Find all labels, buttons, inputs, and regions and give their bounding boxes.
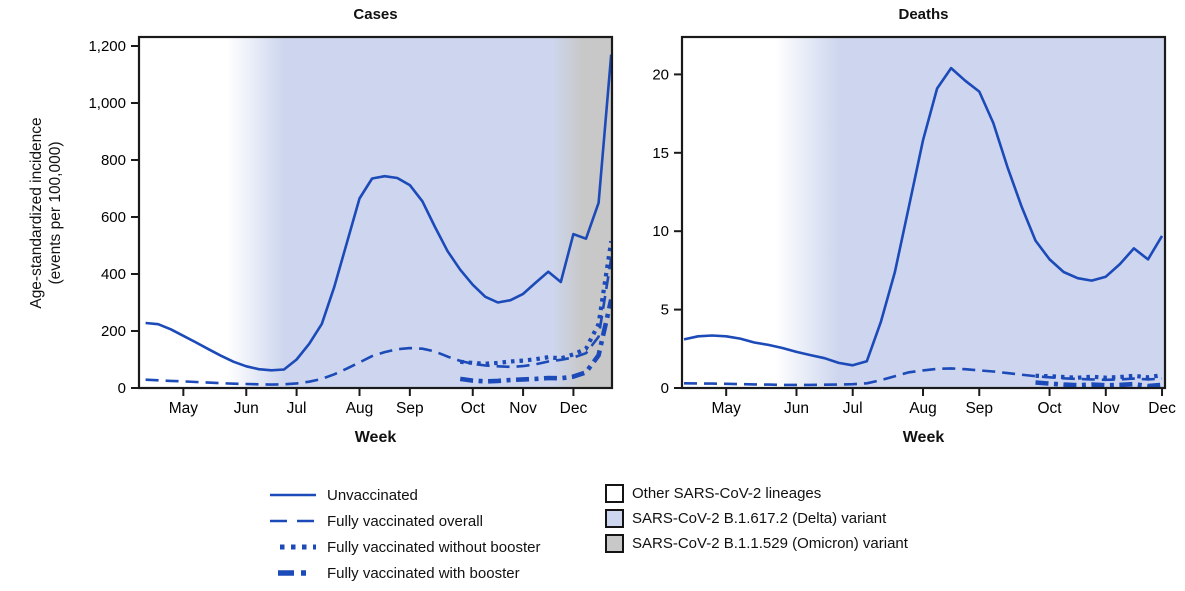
deaths-panel-title: Deaths: [898, 6, 949, 23]
cases-variant-shading: [139, 37, 612, 388]
cases-x-tick-label: Oct: [461, 400, 486, 417]
deaths-series-solid: [683, 66, 1164, 367]
cases-panel: 0 200 400 600 800 1,000 1,200 May Jun Jul Aug Sep Oc…: [88, 35, 614, 417]
legend-item-delta-variant: SARS-CoV-2 B.1.617.2 (Delta) variant: [605, 506, 908, 531]
cases-x-tick-label: Aug: [346, 400, 374, 417]
deaths-panel: 0 5 10 15 20 May Jun Jul Aug Sep Oct Nov Dec: [652, 35, 1176, 417]
cases-plot-frame: [137, 35, 614, 390]
cases-x-tick-label: Nov: [509, 400, 537, 417]
legend-item-unvaccinated: Unvaccinated: [266, 482, 540, 508]
deaths-series-dashed: [683, 367, 1163, 387]
deaths-y-tick-label: 20: [652, 66, 669, 83]
cases-y-tick-label: 400: [101, 266, 126, 283]
legend-item-label: SARS-CoV-2 B.1.1.529 (Omicron) variant: [632, 535, 908, 552]
cases-panel-title: Cases: [353, 6, 398, 23]
deaths-x-tick-label: Dec: [1148, 400, 1176, 417]
deaths-variant-shading: [682, 37, 1165, 388]
deaths-series-dashdot: [1035, 380, 1163, 388]
deaths-x-tick-label: Jul: [843, 400, 863, 417]
legend-item-omicron-variant: SARS-CoV-2 B.1.1.529 (Omicron) variant: [605, 531, 908, 556]
deaths-x-tick-label: Jun: [784, 400, 809, 417]
legend-item-fully-vaccinated-with-booster: Fully vaccinated with booster: [266, 560, 540, 586]
deaths-y-tick-label: 10: [652, 223, 669, 240]
cases-y-tick-label: 1,000: [88, 95, 126, 112]
legend-item-other-lineages: Other SARS-CoV-2 lineages: [605, 481, 908, 506]
cases-series-dashdot: [459, 299, 611, 384]
cases-x-tick-label: Jun: [234, 400, 259, 417]
legend-item-label: Unvaccinated: [327, 486, 418, 504]
deaths-x-tick-label: May: [712, 400, 742, 417]
variant-region-legend: Other SARS-CoV-2 lineages SARS-CoV-2 B.1…: [605, 481, 908, 556]
legend-item-label: Fully vaccinated without booster: [327, 538, 541, 556]
deaths-y-tick-label: 0: [661, 380, 669, 397]
y-axis-label-line1: Age-standardized incidence: [28, 117, 45, 309]
legend-item-fully-vaccinated-without-booster: Fully vaccinated without booster: [266, 534, 540, 560]
cases-y-tick-label: 800: [101, 152, 126, 169]
legend-item-fully-vaccinated-overall: Fully vaccinated overall: [266, 508, 540, 534]
deaths-x-axis-label: Week: [902, 429, 945, 446]
cases-x-tick-label: Jul: [287, 400, 307, 417]
legend-item-label: SARS-CoV-2 B.1.617.2 (Delta) variant: [632, 510, 887, 527]
deaths-x-tick-label: Aug: [909, 400, 937, 417]
delta-region-swatch: [605, 509, 624, 528]
series-legend: Unvaccinated Fully vaccinated overall Fu…: [266, 482, 540, 586]
legend-item-label: Fully vaccinated overall: [327, 512, 483, 530]
deaths-x-tick-label: Sep: [965, 400, 993, 417]
legend-item-label: Fully vaccinated with booster: [327, 564, 520, 582]
cases-series-solid: [145, 54, 611, 372]
cases-y-tick-label: 200: [101, 323, 126, 340]
y-axis-label: Age-standardized incidence (events per 1…: [27, 117, 65, 308]
dotted-line-swatch: [266, 542, 318, 552]
omicron-region-swatch: [605, 534, 624, 553]
cases-y-tick-label: 1,200: [88, 38, 126, 55]
dashed-line-swatch: [266, 516, 318, 526]
white-region-swatch: [605, 484, 624, 503]
cases-x-tick-label: Sep: [396, 400, 424, 417]
deaths-x-tick-label: Oct: [1037, 400, 1062, 417]
dashdot-line-swatch: [266, 568, 318, 578]
deaths-x-tick-label: Nov: [1092, 400, 1120, 417]
cases-y-tick-label: 0: [118, 380, 126, 397]
cases-x-tick-label: May: [169, 400, 199, 417]
legend-item-label: Other SARS-CoV-2 lineages: [632, 485, 822, 502]
cases-series-dotted: [460, 240, 611, 366]
deaths-y-tick-label: 15: [652, 145, 669, 162]
cases-x-tick-label: Dec: [560, 400, 588, 417]
cases-y-tick-label: 600: [101, 209, 126, 226]
y-axis-label-line2: (events per 100,000): [47, 141, 64, 285]
deaths-y-tick-label: 5: [661, 302, 669, 319]
solid-line-swatch: [266, 490, 318, 500]
cases-x-axis-label: Week: [354, 429, 397, 446]
